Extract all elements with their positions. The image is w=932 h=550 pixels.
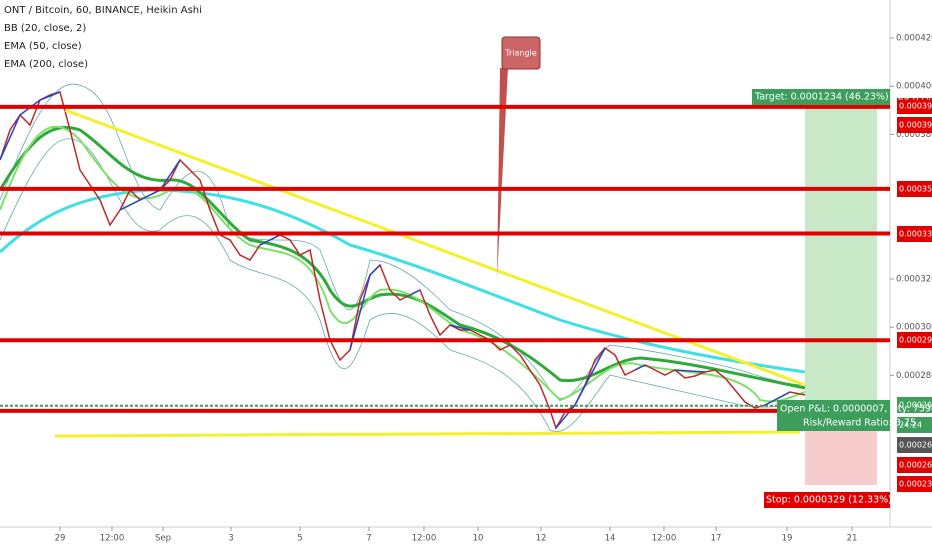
indicator: EMA (200, close): [4, 59, 88, 70]
time-label: 7: [366, 534, 371, 544]
target-text: Target: 0.0001234 (46.23%) 1234, Amoun: [754, 92, 932, 103]
trend-line: [54, 430, 801, 438]
symbol-title: ONT / Bitcoin, 60, BINANCE, Heikin Ashi: [4, 5, 202, 16]
time-label: 17: [711, 534, 722, 544]
time-label: 19: [782, 534, 793, 544]
price-tag-text: 0.0003914: [899, 102, 932, 111]
price-tag: [897, 181, 932, 197]
time-label: Sep: [155, 534, 171, 544]
stop-box: [764, 492, 890, 508]
price-tag: [897, 476, 932, 492]
price-tag-text: 0.0003903: [899, 121, 932, 130]
time-label: 14: [605, 534, 616, 544]
price-tag-text: 0.0002946: [899, 336, 932, 345]
time-label: 12:00: [412, 534, 437, 544]
time-label: 3: [228, 534, 233, 544]
price-tag: [897, 457, 932, 473]
time-label: 5: [297, 534, 302, 544]
bollinger-lower: [0, 138, 806, 432]
target-box: [752, 89, 890, 105]
time-label: 29: [55, 534, 66, 544]
time-label: 12:00: [652, 534, 677, 544]
price-tag: [897, 437, 932, 453]
price-tag-text: 0.0003574: [899, 185, 932, 194]
pnl-text: Open P&L: 0.0000007, Qty: 759870: [780, 404, 932, 415]
target-zone: [805, 106, 877, 405]
price-tag-text: 0.0002669: [899, 441, 932, 450]
callout-text: Triangle: [504, 49, 536, 58]
price-label: 0.0004200: [896, 34, 932, 44]
price-tag: [897, 117, 932, 133]
price-tag: [897, 417, 932, 433]
rr-text: Risk/Reward Ratio: 3.75: [803, 418, 916, 429]
price-tag-text: 0.0002674: [899, 401, 932, 410]
price-tag-text: 0.0002340: [899, 480, 932, 489]
price-candles: [0, 91, 806, 430]
price-tag: [897, 397, 932, 413]
callout-box: [501, 36, 541, 70]
price-tag-text: 0.0003389: [899, 230, 932, 239]
price-label: 0.0003200: [896, 275, 932, 285]
time-label: 21: [847, 534, 858, 544]
time-label: 12: [536, 534, 547, 544]
price-label: 0.0002800: [896, 371, 932, 381]
time-label: 10: [473, 534, 484, 544]
stop-text: Stop: 0.0000329 (12.33%) 329, Amoun: [766, 495, 932, 506]
price-tag: [897, 226, 932, 242]
price-tag: [897, 332, 932, 348]
price-label: 0.0003000: [896, 323, 932, 333]
pnl-box: [777, 400, 890, 431]
ema-50: [0, 126, 806, 390]
callout-pointer: [497, 68, 508, 278]
price-tag-text: 24:24: [899, 421, 922, 430]
indicator: BB (20, close, 2): [4, 23, 86, 34]
price-label: 0.0003800: [896, 130, 932, 140]
time-label: 12:00: [100, 534, 125, 544]
price-label: 0.0004000: [896, 82, 932, 92]
indicator: EMA (50, close): [4, 41, 82, 52]
ema-200: [0, 188, 806, 374]
price-tag: [897, 98, 932, 114]
price-tag-text: 0.0002653: [899, 461, 932, 470]
